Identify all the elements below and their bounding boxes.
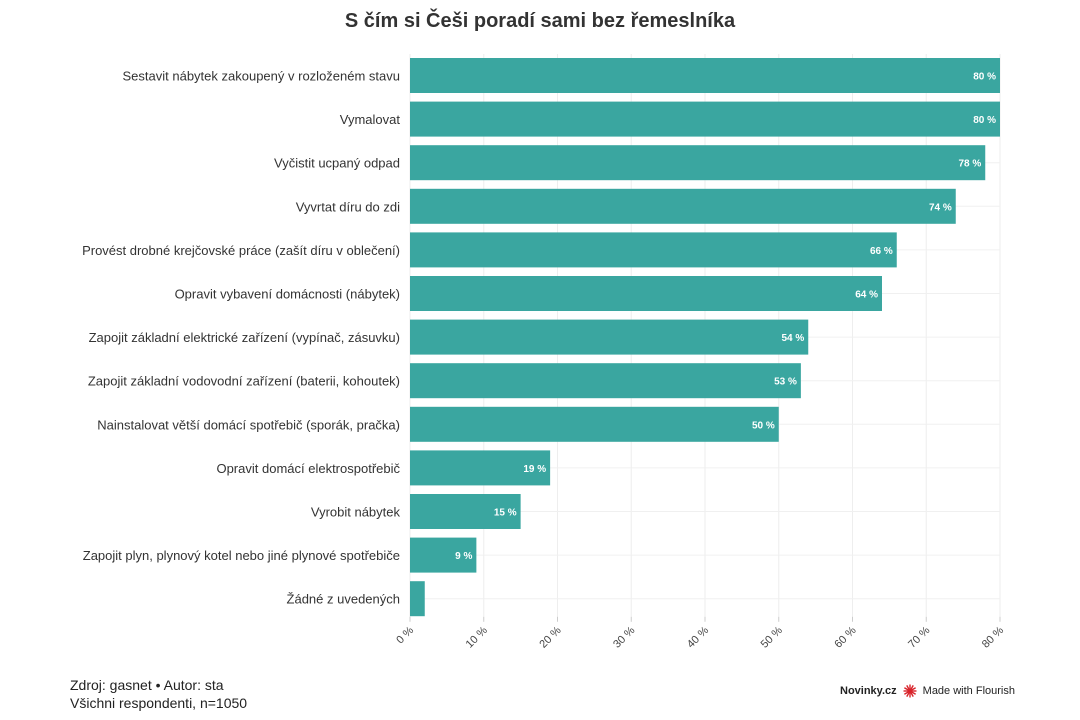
bar: [410, 406, 779, 442]
burst-ray: [908, 691, 911, 698]
source-credit: Zdroj: gasnet • Autor: sta: [70, 677, 224, 693]
value-label: 66 %: [870, 246, 893, 257]
x-tick-label: 40 %: [685, 624, 711, 650]
value-label: 9 %: [455, 551, 472, 562]
category-label: Opravit vybavení domácnosti (nábytek): [175, 287, 400, 302]
burst-ray: [905, 690, 911, 697]
category-label: Zapojit základní vodovodní zařízení (bat…: [88, 374, 400, 389]
category-label: Zapojit základní elektrické zařízení (vy…: [89, 330, 400, 345]
category-label: Vymalovat: [340, 112, 401, 127]
value-label: 15 %: [494, 508, 517, 519]
bar: [410, 319, 809, 355]
value-label: 19 %: [523, 464, 546, 475]
category-label: Nainstalovat větší domácí spotřebič (spo…: [97, 417, 400, 432]
bar: [410, 101, 1000, 137]
category-label: Sestavit nábytek zakoupený v rozloženém …: [123, 69, 400, 84]
branding: Novinky.cz Made with Flourish: [840, 684, 1015, 698]
x-tick-label: 60 %: [832, 624, 858, 650]
chart-title: S čím si Češi poradí sami bez řemeslníka: [344, 10, 736, 32]
category-label: Zapojit plyn, plynový kotel nebo jiné pl…: [83, 548, 400, 563]
bar: [410, 494, 521, 529]
x-tick-label: 10 %: [464, 624, 490, 650]
burst-ray: [908, 684, 911, 691]
flourish-burst-icon: [903, 684, 917, 698]
category-label: Vyrobit nábytek: [311, 505, 401, 520]
bar: [410, 450, 551, 486]
value-label: 80 %: [973, 115, 996, 126]
category-label: Provést drobné krejčovské práce (zašít d…: [82, 243, 400, 258]
bar: [410, 232, 897, 268]
burst-ray: [905, 685, 911, 692]
publisher-logo[interactable]: Novinky.cz: [840, 685, 897, 697]
bar: [410, 276, 882, 311]
x-tick-label: 20 %: [537, 624, 563, 650]
flourish-credit[interactable]: Made with Flourish: [922, 685, 1015, 697]
bar: [410, 363, 801, 399]
value-label: 50 %: [752, 420, 775, 431]
x-tick-label: 30 %: [611, 624, 637, 650]
burst-ray: [909, 685, 914, 692]
value-label: 64 %: [855, 290, 878, 301]
category-label: Žádné z uvedených: [287, 592, 400, 607]
value-label: 54 %: [781, 333, 804, 344]
burst-ray: [903, 687, 911, 692]
value-label: 80 %: [973, 72, 996, 83]
value-label: 74 %: [929, 202, 952, 213]
bar-chart: Sestavit nábytek zakoupený v rozloženém …: [82, 54, 1006, 651]
x-tick-label: 0 %: [394, 624, 416, 646]
bar: [410, 537, 477, 573]
burst-ray: [909, 690, 916, 695]
bar: [410, 188, 956, 224]
category-label: Vyčistit ucpaný odpad: [274, 156, 400, 171]
category-label: Opravit domácí elektrospotřebič: [216, 461, 400, 476]
bar: [410, 581, 425, 617]
value-label: 53 %: [774, 377, 797, 388]
value-label: 78 %: [958, 159, 981, 170]
sample-note: Všichni respondenti, n=1050: [70, 695, 248, 711]
x-tick-label: 70 %: [906, 624, 932, 650]
bar: [410, 145, 986, 181]
chart-footer: Zdroj: gasnet • Autor: sta Všichni respo…: [70, 676, 247, 712]
x-tick-label: 80 %: [980, 624, 1006, 650]
category-label: Vyvrtat díru do zdi: [296, 199, 400, 214]
bar: [410, 58, 1000, 93]
x-tick-label: 50 %: [759, 624, 785, 650]
